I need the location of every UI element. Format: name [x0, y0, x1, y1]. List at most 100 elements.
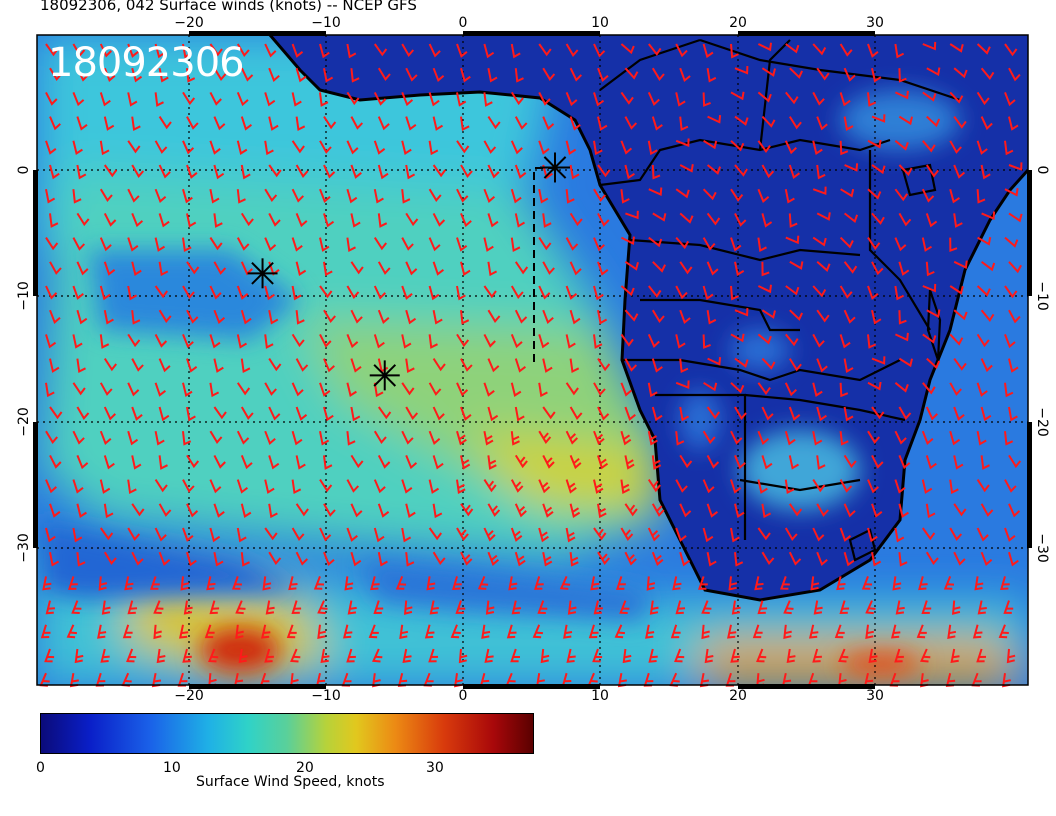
wind-barb: [487, 116, 501, 130]
wind-barb: [460, 261, 471, 276]
wind-barb: [401, 382, 415, 396]
wind-barb: [679, 164, 694, 173]
wind-barb: [597, 261, 609, 276]
wind-barb: [483, 188, 496, 203]
wind-barb: [949, 140, 962, 154]
wind-barb: [894, 285, 905, 301]
wind-barb: [651, 551, 664, 566]
wind-barb: [569, 455, 582, 470]
wind-barb: [812, 43, 827, 56]
wind-barb: [209, 189, 220, 204]
wind-barb: [839, 479, 853, 493]
wind-barb: [843, 261, 858, 274]
wind-barb: [295, 310, 305, 325]
wind-barb: [510, 43, 521, 59]
wind-barb: [432, 455, 444, 470]
wind-barb: [922, 91, 937, 102]
wind-barb: [510, 527, 523, 542]
wind-barb: [158, 309, 172, 324]
wind-barb: [268, 116, 279, 131]
wind-barb: [154, 140, 168, 154]
wind-barb: [620, 527, 634, 542]
wind-barb: [401, 285, 413, 300]
wind-barb: [286, 624, 297, 639]
wind-barb: [213, 552, 224, 567]
wind-barb: [593, 334, 603, 349]
wind-barb: [127, 430, 139, 446]
wind-barb: [925, 551, 939, 566]
wind-barb: [432, 310, 443, 325]
wind-barb: [620, 430, 632, 446]
wind-barb: [998, 624, 1009, 639]
lon-tick-bottom: 30: [866, 688, 884, 700]
lon-tick-bottom: −10: [311, 688, 341, 700]
wind-barb: [597, 503, 607, 519]
wind-barb: [103, 406, 116, 421]
wind-barb: [706, 552, 717, 567]
wind-barb: [350, 116, 364, 130]
wind-barb: [843, 116, 854, 131]
wind-map: −20 −10 0 10 20 30 −20 −10 0 10 20 30 0 …: [16, 15, 1050, 700]
wind-barb: [679, 116, 689, 131]
wind-barb: [565, 43, 579, 58]
wind-barb: [236, 382, 251, 396]
wind-barb: [44, 648, 55, 663]
wind-barb: [323, 455, 333, 470]
wind-barb: [405, 67, 418, 82]
wind-barb: [761, 551, 775, 566]
wind-barb: [624, 116, 638, 130]
wind-barb: [45, 527, 56, 543]
wind-barb: [295, 164, 309, 179]
wind-barb: [103, 455, 115, 470]
wind-barb: [816, 67, 830, 81]
wind-barb: [511, 600, 521, 615]
wind-barb: [72, 334, 83, 349]
wind-barb: [925, 503, 936, 519]
wind-barb: [867, 139, 882, 149]
wind-barb: [131, 406, 143, 421]
wind-barb: [72, 430, 85, 445]
lon-tick-bottom: 10: [591, 688, 609, 700]
wind-barb: [264, 43, 277, 58]
wind-barb: [99, 285, 111, 301]
wind-barb: [816, 116, 828, 131]
wind-barb: [323, 406, 334, 422]
wind-barb: [953, 455, 964, 470]
wind-barb: [707, 357, 722, 366]
wind-barb: [624, 503, 638, 517]
wind-barb: [377, 116, 390, 131]
wind-barb: [264, 140, 274, 156]
wind-barb: [182, 285, 195, 300]
wind-barb: [757, 42, 772, 52]
wind-barb: [373, 334, 385, 349]
wind-barb: [347, 600, 357, 615]
wind-barb: [236, 43, 250, 58]
wind-barb: [487, 213, 499, 228]
wind-barb: [213, 454, 226, 469]
wind-barb: [510, 334, 523, 349]
wind-barb: [730, 43, 739, 59]
wind-barb: [706, 310, 717, 325]
wind-barb: [373, 189, 384, 204]
wind-barb: [405, 358, 415, 374]
wind-barb: [1008, 309, 1021, 324]
wind-barb: [727, 624, 737, 639]
wind-barb: [675, 138, 690, 147]
wind-barb: [428, 382, 442, 396]
wind-barb: [976, 479, 990, 493]
wind-barb: [925, 261, 935, 277]
wind-barb: [295, 116, 306, 132]
wind-barb: [898, 261, 910, 276]
wind-barb: [45, 285, 58, 300]
wind-barb: [953, 406, 965, 421]
wind-barb: [652, 261, 666, 273]
wind-barb: [240, 212, 254, 227]
wind-barb: [510, 285, 524, 300]
wind-barb: [816, 503, 829, 517]
wind-barb: [350, 164, 362, 179]
wind-barb: [597, 551, 610, 566]
wind-barb: [922, 382, 936, 395]
wind-barb: [1004, 527, 1016, 542]
wind-barb: [953, 164, 966, 179]
wind-barb: [182, 237, 192, 253]
